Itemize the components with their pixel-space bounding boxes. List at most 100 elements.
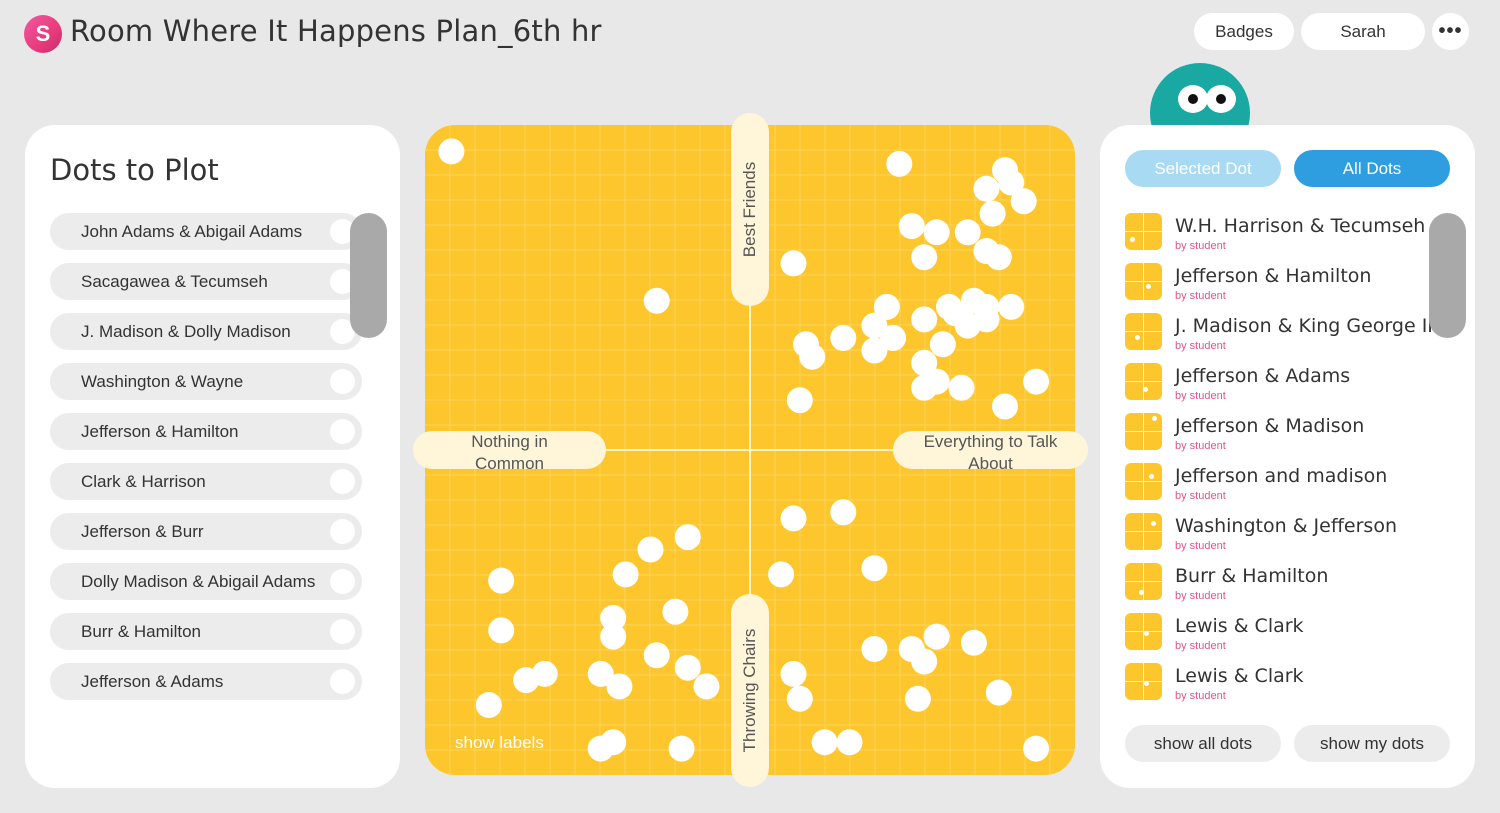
plot-dot[interactable] bbox=[643, 287, 670, 314]
plot-dot[interactable] bbox=[668, 735, 695, 762]
plot-dot[interactable] bbox=[985, 679, 1012, 706]
dot-to-plot-item[interactable]: Clark & Harrison bbox=[50, 463, 362, 500]
plot-dot[interactable] bbox=[811, 729, 838, 756]
plot-dot[interactable] bbox=[780, 660, 807, 687]
more-options-icon[interactable]: ••• bbox=[1432, 13, 1469, 50]
plotted-dot-item[interactable]: Lewis & Clark by student bbox=[1125, 663, 1425, 713]
plot-dot[interactable] bbox=[973, 306, 1000, 333]
plot-dot[interactable] bbox=[662, 598, 689, 625]
show-my-dots-button[interactable]: show my dots bbox=[1294, 725, 1450, 762]
plot-dot[interactable] bbox=[954, 219, 981, 246]
plot-canvas[interactable] bbox=[425, 125, 1075, 775]
plot-dot[interactable] bbox=[600, 604, 627, 631]
plot-dot[interactable] bbox=[475, 692, 502, 718]
plot-dot[interactable] bbox=[612, 561, 639, 588]
plot-dot[interactable] bbox=[973, 175, 1000, 202]
radio-circle-icon[interactable] bbox=[330, 519, 355, 544]
radio-circle-icon[interactable] bbox=[330, 669, 355, 694]
dot-to-plot-item[interactable]: J. Madison & Dolly Madison bbox=[50, 313, 362, 350]
plotted-dot-item[interactable]: Washington & Jefferson by student bbox=[1125, 513, 1425, 563]
plot-dot[interactable] bbox=[693, 673, 720, 700]
plot-dot[interactable] bbox=[674, 524, 701, 551]
left-scrollbar-thumb[interactable] bbox=[350, 213, 387, 338]
plot-dot[interactable] bbox=[438, 138, 465, 165]
plotted-dot-item[interactable]: Jefferson & Adams by student bbox=[1125, 363, 1425, 413]
radio-circle-icon[interactable] bbox=[330, 619, 355, 644]
plot-dot[interactable] bbox=[861, 555, 888, 582]
plot-dot[interactable] bbox=[923, 219, 950, 246]
dot-to-plot-item[interactable]: Jefferson & Adams bbox=[50, 663, 362, 700]
plot-dot[interactable] bbox=[1023, 735, 1050, 762]
plot-dot[interactable] bbox=[948, 374, 975, 401]
plot-dot[interactable] bbox=[587, 660, 614, 687]
plot-dot[interactable] bbox=[600, 623, 627, 650]
plotted-dot-item[interactable]: Jefferson & Hamilton by student bbox=[1125, 263, 1425, 313]
plot-dot[interactable] bbox=[979, 200, 1006, 227]
tab-selected-dot[interactable]: Selected Dot bbox=[1125, 150, 1281, 187]
plot-dot[interactable] bbox=[836, 729, 863, 756]
radio-circle-icon[interactable] bbox=[330, 469, 355, 494]
plotted-dot-item[interactable]: Jefferson & Madison by student bbox=[1125, 413, 1425, 463]
plot-dot[interactable] bbox=[1010, 188, 1037, 215]
plot-dot[interactable] bbox=[830, 325, 857, 351]
dot-to-plot-item[interactable]: Dolly Madison & Abigail Adams bbox=[50, 563, 362, 600]
plot-dot[interactable] bbox=[674, 654, 701, 681]
plot-dot[interactable] bbox=[998, 293, 1025, 320]
dot-to-plot-item[interactable]: Sacagawea & Tecumseh bbox=[50, 263, 362, 300]
plot-dot[interactable] bbox=[768, 561, 795, 588]
plot-dot[interactable] bbox=[780, 505, 807, 532]
dot-to-plot-item[interactable]: John Adams & Abigail Adams bbox=[50, 213, 362, 250]
plot-dot[interactable] bbox=[861, 337, 888, 364]
plot-dot[interactable] bbox=[488, 617, 515, 644]
plot-dot[interactable] bbox=[985, 244, 1012, 271]
plot-dot[interactable] bbox=[873, 293, 900, 320]
radio-circle-icon[interactable] bbox=[330, 569, 355, 594]
plot-dot[interactable] bbox=[861, 312, 888, 339]
dot-to-plot-item[interactable]: Jefferson & Burr bbox=[50, 513, 362, 550]
plotted-dot-item[interactable]: Jefferson and madison by student bbox=[1125, 463, 1425, 513]
radio-circle-icon[interactable] bbox=[330, 419, 355, 444]
plot-dot[interactable] bbox=[911, 306, 938, 333]
plot-dot[interactable] bbox=[923, 368, 950, 395]
plotted-dot-item[interactable]: W.H. Harrison & Tecumseh by student bbox=[1125, 213, 1425, 263]
show-all-dots-button[interactable]: show all dots bbox=[1125, 725, 1281, 762]
plot-dot[interactable] bbox=[786, 387, 813, 414]
plot-dot[interactable] bbox=[861, 636, 888, 662]
plot-dot[interactable] bbox=[780, 250, 807, 277]
dot-to-plot-item[interactable]: Washington & Wayne bbox=[50, 363, 362, 400]
plot-dot[interactable] bbox=[488, 567, 515, 594]
plot-dot[interactable] bbox=[929, 331, 956, 358]
plot-dot[interactable] bbox=[637, 536, 664, 563]
plot-dot[interactable] bbox=[960, 629, 987, 656]
plot-dot[interactable] bbox=[898, 213, 925, 240]
badges-button[interactable]: Badges bbox=[1194, 13, 1294, 50]
plot-dot[interactable] bbox=[992, 393, 1018, 420]
plot-dot[interactable] bbox=[587, 735, 614, 762]
dot-to-plot-item[interactable]: Burr & Hamilton bbox=[50, 613, 362, 650]
plotted-dot-item[interactable]: Lewis & Clark by student bbox=[1125, 613, 1425, 663]
tab-all-dots[interactable]: All Dots bbox=[1294, 150, 1450, 187]
plot-dot[interactable] bbox=[1023, 368, 1050, 395]
plot-dot[interactable] bbox=[643, 642, 670, 669]
plot-dot[interactable] bbox=[786, 685, 813, 712]
plotted-dot-item[interactable]: Burr & Hamilton by student bbox=[1125, 563, 1425, 613]
right-scrollbar-thumb[interactable] bbox=[1429, 213, 1466, 338]
radio-circle-icon[interactable] bbox=[330, 369, 355, 394]
plot-dot[interactable] bbox=[880, 325, 907, 351]
plot-dot[interactable] bbox=[886, 150, 913, 177]
user-menu-button[interactable]: Sarah bbox=[1301, 13, 1425, 50]
plot-dot[interactable] bbox=[911, 244, 938, 271]
plot-dot[interactable] bbox=[830, 499, 857, 526]
plot-dot[interactable] bbox=[911, 349, 938, 376]
plot-dot[interactable] bbox=[911, 648, 938, 675]
plot-dot[interactable] bbox=[513, 667, 540, 694]
plotted-dot-item[interactable]: J. Madison & King George III by student bbox=[1125, 313, 1439, 363]
app-logo[interactable]: S bbox=[24, 15, 62, 53]
show-labels-link[interactable]: show labels bbox=[455, 733, 544, 752]
plot-dot[interactable] bbox=[799, 343, 826, 370]
plot-dot[interactable] bbox=[923, 623, 950, 650]
dot-to-plot-item[interactable]: Jefferson & Hamilton bbox=[50, 413, 362, 450]
plot-dot[interactable] bbox=[904, 685, 931, 712]
plot-dot[interactable] bbox=[998, 169, 1025, 196]
plot-dot[interactable] bbox=[606, 673, 633, 700]
